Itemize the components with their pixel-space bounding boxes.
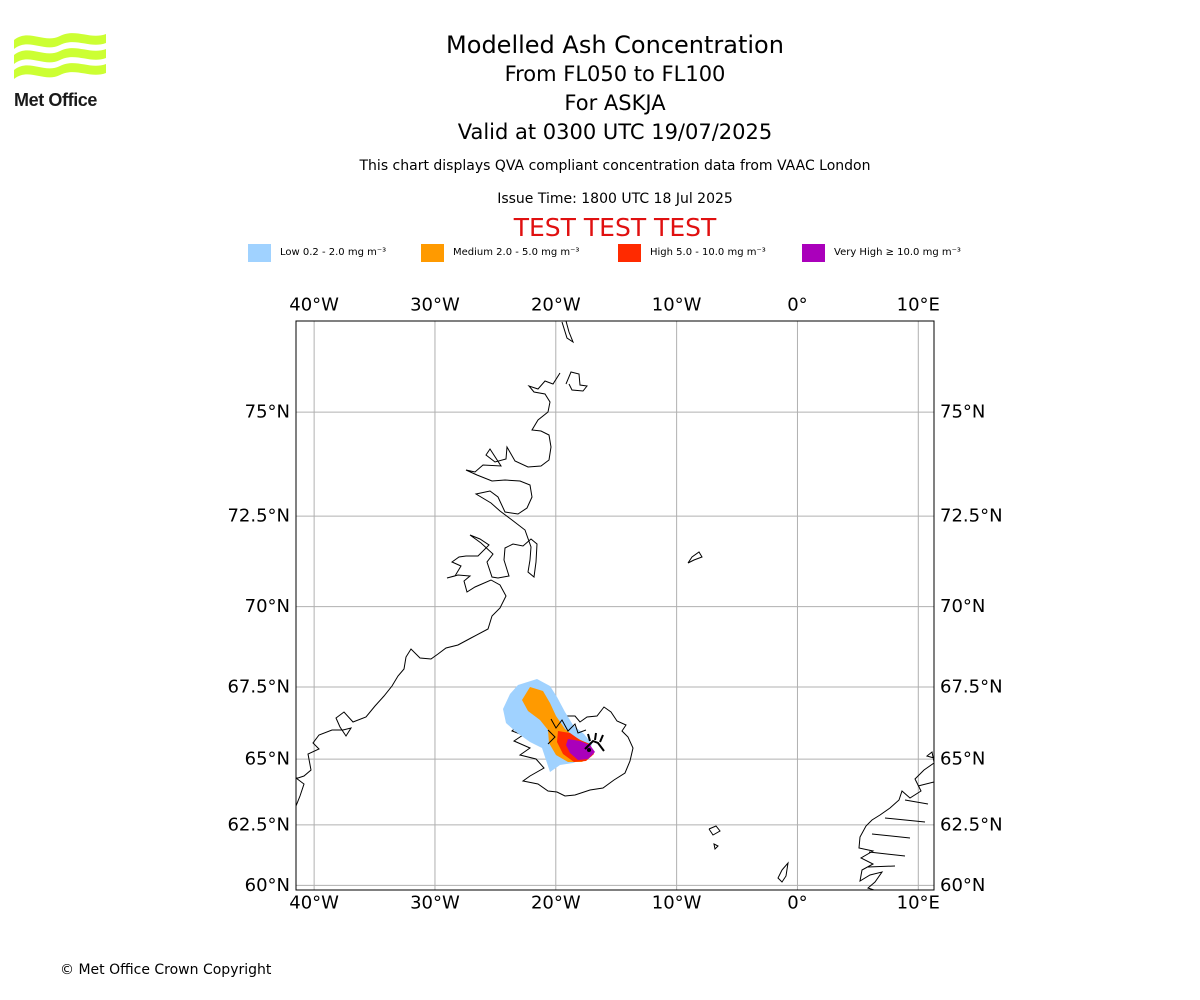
lon-tick-label-bottom: 20°W — [531, 893, 581, 914]
map-frame — [295, 320, 935, 891]
lat-tick-label-right: 62.5°N — [940, 814, 1003, 835]
lat-tick-label-right: 65°N — [940, 749, 985, 770]
lat-tick-label-right: 75°N — [940, 402, 985, 423]
lon-tick-label-bottom: 0° — [787, 893, 807, 914]
lat-tick-label-left: 67.5°N — [227, 676, 290, 697]
greenland-south-coastline — [296, 777, 305, 807]
lat-tick-label-right: 72.5°N — [940, 506, 1003, 527]
lat-tick-label-right: 70°N — [940, 596, 985, 617]
legend-label-high: High 5.0 - 10.0 mg m⁻³ — [650, 247, 766, 258]
gridlines — [296, 321, 934, 890]
lat-tick-label-left: 60°N — [245, 875, 290, 896]
met-office-logo: Met Office — [14, 30, 106, 112]
legend-label-very-high: Very High ≥ 10.0 mg m⁻³ — [834, 247, 961, 258]
legend-swatch-low — [248, 244, 271, 262]
chart-description: This chart displays QVA compliant concen… — [359, 158, 871, 174]
lon-tick-label-bottom: 40°W — [289, 893, 339, 914]
iceland-coastline — [511, 699, 634, 797]
lon-tick-label-bottom: 10°W — [652, 893, 702, 914]
legend-label-medium: Medium 2.0 - 5.0 mg m⁻³ — [453, 247, 580, 258]
lat-tick-label-left: 72.5°N — [227, 506, 290, 527]
iceland-overlay-lines — [547, 718, 587, 745]
ash-very-high-contour — [566, 739, 595, 760]
lon-tick-label-top: 40°W — [289, 295, 339, 316]
lon-tick-label-top: 20°W — [531, 295, 581, 316]
faroe-islands-coastline — [708, 825, 721, 851]
copyright-footer: © Met Office Crown Copyright — [60, 962, 272, 978]
lat-tick-label-left: 75°N — [245, 402, 290, 423]
legend-label-low: Low 0.2 - 2.0 mg m⁻³ — [280, 247, 387, 258]
map-background — [296, 321, 934, 890]
jan-mayen-coastline — [687, 551, 703, 564]
legend-swatch-medium — [421, 244, 444, 262]
met-office-logo-text: Met Office — [14, 90, 98, 110]
lon-tick-label-bottom: 30°W — [410, 893, 460, 914]
test-banner: TEST TEST TEST — [513, 213, 717, 242]
lon-tick-label-top: 0° — [787, 295, 807, 316]
greenland-coastline — [296, 321, 588, 779]
volcano-icon — [584, 732, 605, 752]
legend-swatch-very-high — [802, 244, 825, 262]
tick-labels: 40°W 40°W 30°W 30°W 20°W 20°W 10°W 10°W 0° 0° 10°E… — [227, 295, 1002, 914]
lon-tick-label-bottom: 10°E — [897, 893, 940, 914]
lon-tick-label-top: 10°W — [652, 295, 702, 316]
coastlines — [296, 321, 934, 890]
lon-tick-label-top: 10°E — [897, 295, 940, 316]
met-office-waves-icon — [14, 33, 106, 79]
flight-level-range: From FL050 to FL100 — [504, 62, 726, 86]
lat-tick-label-left: 65°N — [245, 749, 290, 770]
shetland-coastline — [777, 861, 789, 883]
norway-coastline — [858, 751, 934, 890]
chart-title: Modelled Ash Concentration — [446, 31, 784, 59]
issue-time: Issue Time: 1800 UTC 18 Jul 2025 — [497, 191, 733, 207]
valid-time: Valid at 0300 UTC 19/07/2025 — [457, 120, 773, 144]
iceland-northwest-peninsula-outline — [547, 718, 587, 745]
lon-tick-label-top: 30°W — [410, 295, 460, 316]
lat-tick-label-right: 60°N — [940, 875, 985, 896]
lat-tick-label-left: 70°N — [245, 596, 290, 617]
ash-concentration-contours — [503, 679, 595, 772]
chart-titles: Modelled Ash Concentration From FL050 to… — [0, 30, 1200, 147]
lat-tick-label-left: 62.5°N — [227, 814, 290, 835]
legend-swatch-high — [618, 244, 641, 262]
lat-tick-label-right: 67.5°N — [940, 676, 1003, 697]
volcano-name: For ASKJA — [564, 91, 666, 115]
norway-fjord-lines — [867, 781, 934, 868]
